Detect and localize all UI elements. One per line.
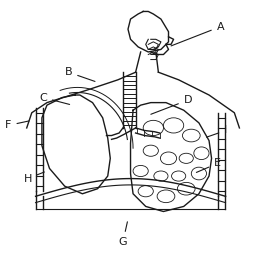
Text: G: G	[119, 222, 127, 247]
Text: B: B	[65, 67, 95, 81]
Text: H: H	[23, 172, 44, 184]
Text: D: D	[151, 95, 192, 114]
Text: I: I	[207, 126, 228, 137]
Text: A: A	[171, 22, 224, 46]
Text: E: E	[196, 158, 221, 172]
Text: F: F	[5, 120, 29, 130]
Text: C: C	[39, 93, 70, 105]
